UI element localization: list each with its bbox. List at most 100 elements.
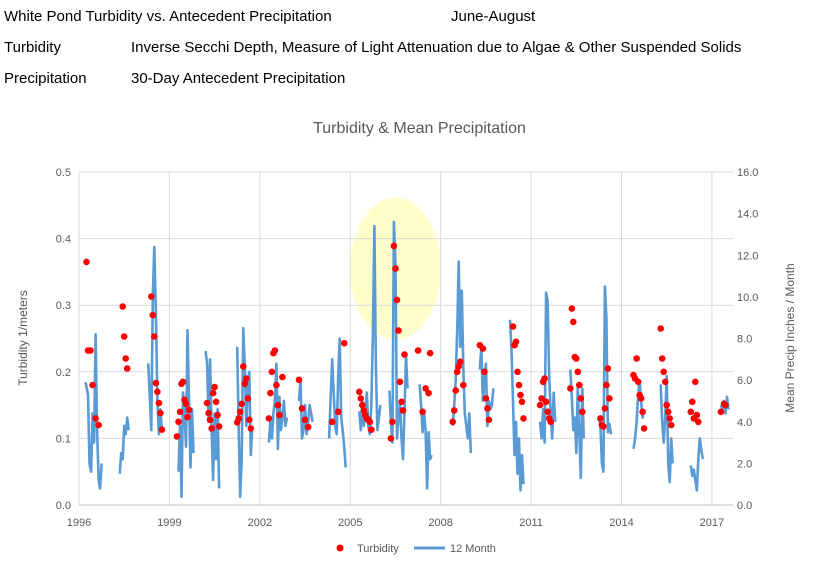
turbidity-point <box>640 425 648 432</box>
turbidity-point <box>279 373 286 381</box>
turbidity-label: Turbidity <box>4 39 61 56</box>
turbidity-description: Inverse Secchi Depth, Measure of Light A… <box>131 39 742 56</box>
turbidity-point <box>267 389 274 397</box>
x-tick-label: 2005 <box>338 517 362 529</box>
x-tick-label: 2008 <box>428 517 452 529</box>
turbidity-point <box>246 416 253 424</box>
turbidity-point <box>95 421 102 429</box>
precip-line-segment <box>689 437 705 492</box>
turbidity-point <box>452 387 460 394</box>
turbidity-point <box>236 408 244 416</box>
turbidity-point <box>389 418 396 426</box>
turbidity-point <box>482 395 490 402</box>
y-tick-label: 0.2 <box>56 367 71 379</box>
turbidity-point <box>538 395 545 402</box>
turbidity-point <box>639 408 646 416</box>
turbidity-point <box>579 408 586 416</box>
turbidity-point <box>334 408 342 416</box>
turbidity-point <box>661 378 669 386</box>
y2-tick-label: 14.0 <box>737 209 758 221</box>
turbidity-point <box>687 408 695 416</box>
precip-line-segment <box>118 416 130 474</box>
turbidity-point <box>149 311 157 319</box>
turbidity-point <box>244 395 252 402</box>
turbidity-point <box>209 389 217 397</box>
y-tick-label: 0.4 <box>56 234 71 246</box>
legend-12-month-label: 12 Month <box>450 543 496 555</box>
turbidity-point <box>152 379 160 387</box>
turbidity-point <box>215 423 223 430</box>
header-season: June-August <box>451 8 536 25</box>
turbidity-point <box>604 365 612 372</box>
turbidity-point <box>567 385 574 392</box>
turbidity-point <box>268 368 276 376</box>
turbidity-point <box>426 349 434 357</box>
turbidity-point <box>485 416 493 424</box>
y-axis-ticks: 0.0 0.1 0.2 0.3 0.4 0.5 <box>56 167 71 512</box>
turbidity-point <box>573 355 580 362</box>
turbidity-point <box>449 418 457 426</box>
turbidity-point <box>89 381 96 389</box>
turbidity-point <box>83 258 90 266</box>
turbidity-point <box>295 376 303 384</box>
turbidity-point <box>154 388 161 396</box>
precipitation-label: Precipitation <box>4 70 87 87</box>
y-tick-label: 0.1 <box>56 433 71 445</box>
turbidity-point <box>175 418 182 426</box>
turbidity-point <box>520 415 527 422</box>
turbidity-point <box>173 433 181 440</box>
precip-line-segment <box>451 260 473 454</box>
turbidity-point <box>212 398 220 406</box>
turbidity-point <box>514 368 521 376</box>
turbidity-point <box>368 426 375 434</box>
turbidity-point <box>120 333 128 340</box>
turbidity-point <box>359 401 366 409</box>
turbidity-point <box>479 345 487 352</box>
turbidity-point <box>235 415 242 422</box>
y2-tick-label: 6.0 <box>737 375 752 387</box>
turbidity-point <box>664 408 672 416</box>
turbidity-point <box>542 398 550 406</box>
y2-axis-title: Mean Precip Inches / Month <box>783 263 797 412</box>
x-axis-ticks: 1996 1999 2002 2005 2008 2011 2014 2017 <box>67 517 724 529</box>
precip-line-segment <box>267 362 289 451</box>
turbidity-point <box>577 395 585 402</box>
turbidity-point <box>419 408 426 416</box>
turbidity-point <box>663 401 670 409</box>
turbidity-points <box>83 242 729 442</box>
turbidity-point <box>203 399 211 407</box>
precip-line-segment <box>418 384 433 490</box>
precip-line-segment <box>327 337 347 468</box>
header-title: White Pond Turbidity vs. Antecedent Prec… <box>4 8 332 25</box>
turbidity-point <box>425 389 432 397</box>
turbidity-point <box>157 409 164 417</box>
precip-line-segment <box>478 345 495 428</box>
turbidity-point <box>517 391 524 399</box>
turbidity-point <box>600 423 607 430</box>
turbidity-point <box>603 381 610 389</box>
turbidity-point <box>92 415 99 422</box>
turbidity-point <box>243 375 250 382</box>
turbidity-point <box>515 381 523 389</box>
turbidity-point <box>717 408 725 416</box>
legend-turbidity-label: Turbidity <box>357 543 399 555</box>
turbidity-point <box>87 347 94 354</box>
turbidity-point <box>158 426 166 434</box>
turbidity-point <box>265 415 273 422</box>
turbidity-point <box>689 398 696 406</box>
turbidity-point <box>123 365 131 372</box>
gridlines <box>78 171 733 506</box>
turbidity-point <box>633 355 640 362</box>
turbidity-point <box>395 327 402 334</box>
turbidity-point <box>214 411 221 419</box>
turbidity-point <box>512 338 520 346</box>
turbidity-point <box>544 408 551 416</box>
y2-tick-label: 10.0 <box>737 292 758 304</box>
precip-line-segment <box>147 245 164 436</box>
y2-tick-label: 2.0 <box>737 458 752 470</box>
legend: Turbidity 12 Month <box>336 543 496 555</box>
turbidity-point <box>208 425 215 432</box>
turbidity-point <box>273 381 280 389</box>
turbidity-point <box>396 378 404 386</box>
precip-line-segment <box>204 350 221 489</box>
